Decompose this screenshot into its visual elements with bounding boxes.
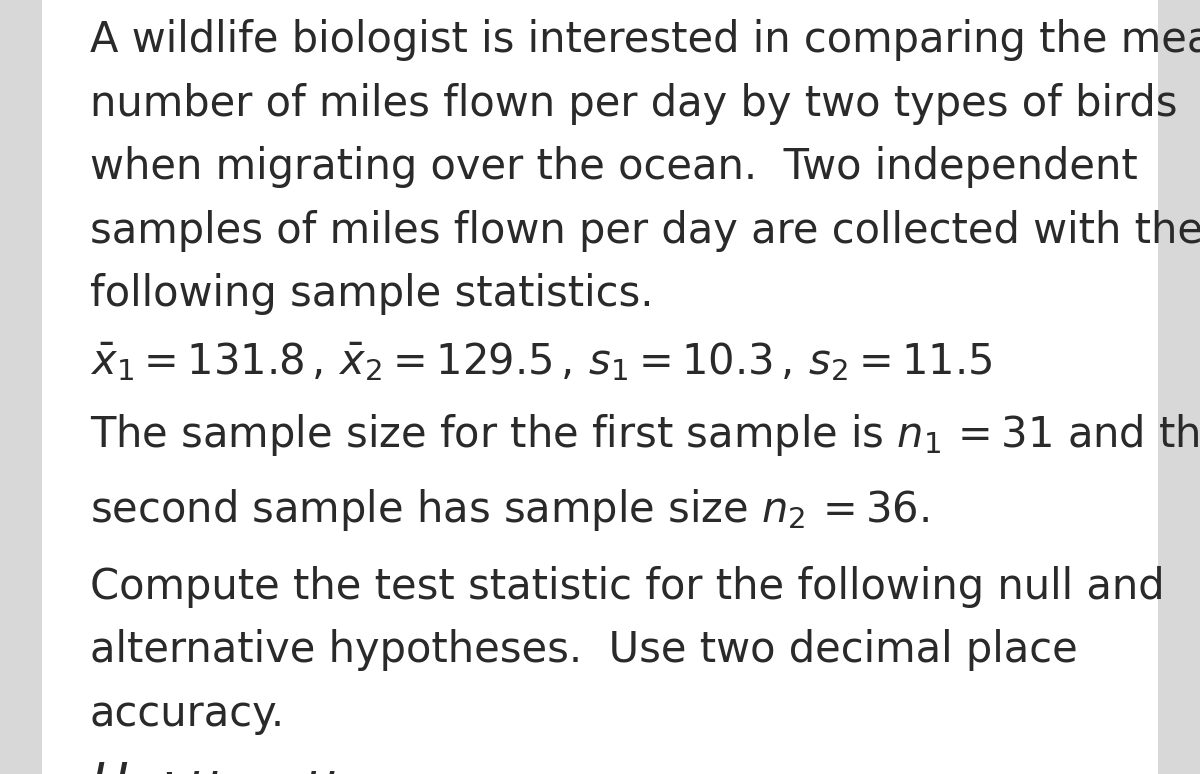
Text: A wildlife biologist is interested in comparing the mean: A wildlife biologist is interested in co… bbox=[90, 19, 1200, 61]
Text: accuracy.: accuracy. bbox=[90, 693, 286, 735]
Text: second sample has sample size $n_2\, =36.$: second sample has sample size $n_2\, =36… bbox=[90, 487, 929, 533]
Text: samples of miles flown per day are collected with the: samples of miles flown per day are colle… bbox=[90, 210, 1200, 252]
FancyBboxPatch shape bbox=[42, 0, 1158, 774]
Text: following sample statistics.: following sample statistics. bbox=[90, 273, 654, 315]
Text: $H_0 : \mu_1 = \mu_2$: $H_0 : \mu_1 = \mu_2$ bbox=[90, 760, 358, 774]
Text: alternative hypotheses.  Use two decimal place: alternative hypotheses. Use two decimal … bbox=[90, 629, 1078, 671]
Text: $\bar{x}_1 =131.8\,,\, \bar{x}_2 =129.5\,,\, s_1 =10.3\,,\, s_2 =11.5$: $\bar{x}_1 =131.8\,,\, \bar{x}_2 =129.5\… bbox=[90, 341, 992, 383]
Text: when migrating over the ocean.  Two independent: when migrating over the ocean. Two indep… bbox=[90, 146, 1138, 188]
Text: Compute the test statistic for the following null and: Compute the test statistic for the follo… bbox=[90, 566, 1165, 608]
Text: The sample size for the first sample is $n_1\, =31$ and the: The sample size for the first sample is … bbox=[90, 412, 1200, 457]
Text: number of miles flown per day by two types of birds: number of miles flown per day by two typ… bbox=[90, 83, 1177, 125]
